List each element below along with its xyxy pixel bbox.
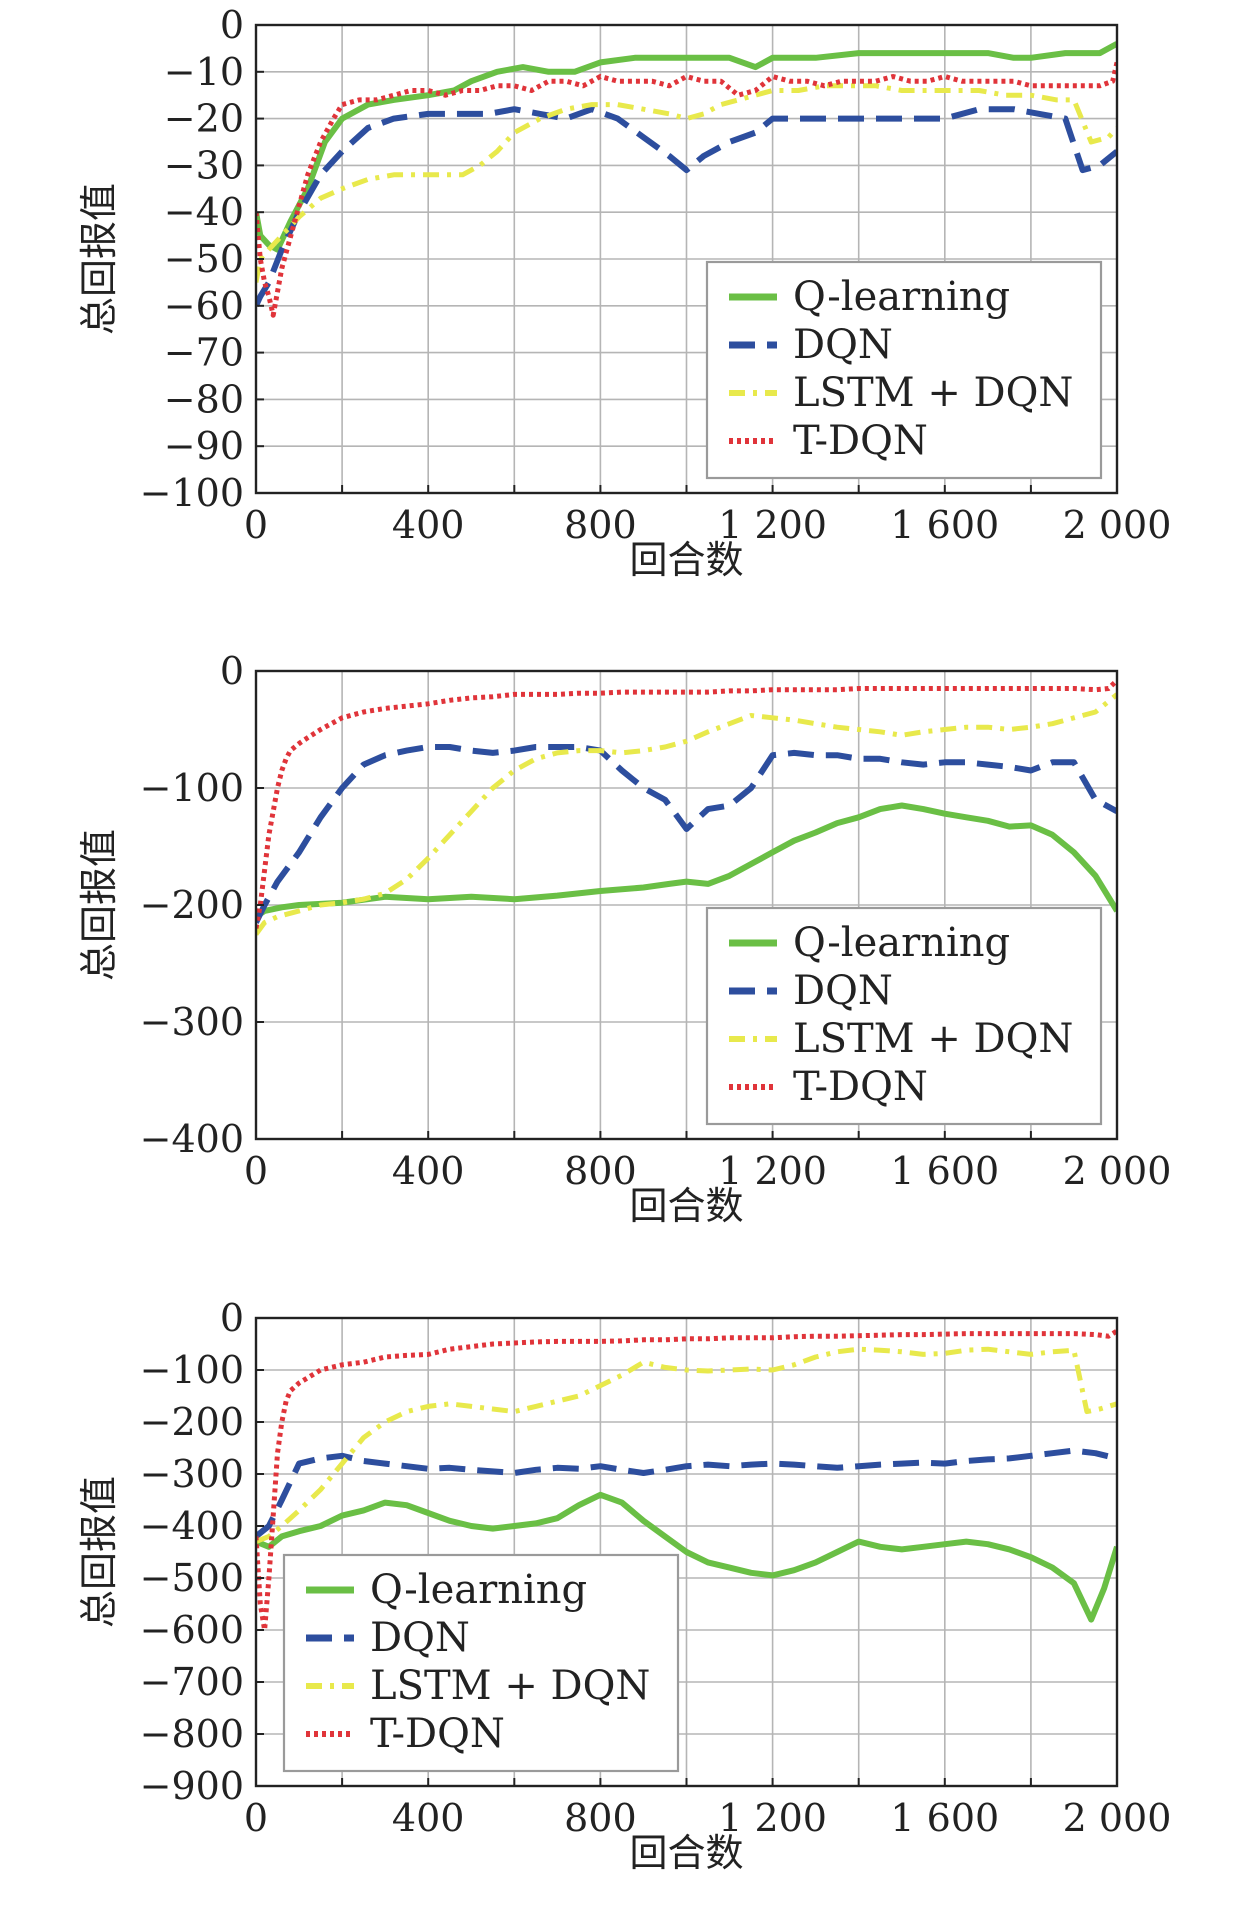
legend-label: DQN xyxy=(793,968,893,1014)
y-tick-label: −300 xyxy=(140,1000,244,1044)
y-tick-label: −600 xyxy=(140,1608,244,1652)
x-tick-label: 1 600 xyxy=(890,1796,999,1840)
series-line-t-dqn xyxy=(256,1328,1117,1633)
x-tick-label: 2 000 xyxy=(1063,1796,1172,1840)
y-tick-label: −200 xyxy=(140,1400,244,1444)
chart-middle: 0 400 800 1 200 1 600 2 000 0 −100 −200 −300 −400 回… xyxy=(77,649,1171,1228)
x-tick-label: 1 200 xyxy=(718,503,827,547)
legend-label: T-DQN xyxy=(793,1064,928,1110)
y-tick-label: 0 xyxy=(220,649,244,693)
chart-bottom: 0 400 800 1 200 1 600 2 000 0 −100 −200 −300 −400 −… xyxy=(77,1296,1171,1875)
series-line-lstm-dqn xyxy=(256,1346,1117,1544)
series-line-q-learning xyxy=(256,41,1117,253)
axis-ticks-middle: 0 400 800 1 200 1 600 2 000 0 −100 −200 −300 −400 xyxy=(140,649,1172,1193)
x-axis-label: 回合数 xyxy=(629,1831,743,1875)
y-tick-label: −20 xyxy=(164,97,244,141)
series-line-t-dqn xyxy=(256,678,1117,929)
x-tick-label: 2 000 xyxy=(1063,1149,1172,1193)
x-tick-label: 400 xyxy=(392,1149,465,1193)
legend-label: Q-learning xyxy=(370,1567,587,1613)
x-tick-label: 1 600 xyxy=(890,503,999,547)
y-tick-label: −70 xyxy=(164,331,244,375)
y-tick-label: −40 xyxy=(164,190,244,234)
y-tick-label: −400 xyxy=(140,1504,244,1548)
y-tick-label: −800 xyxy=(140,1712,244,1756)
x-tick-label: 800 xyxy=(564,1149,637,1193)
x-tick-label: 0 xyxy=(244,503,268,547)
legend-label: Q-learning xyxy=(793,274,1010,320)
series-line-t-dqn xyxy=(256,61,1117,318)
series-line-dqn xyxy=(256,106,1117,308)
grid-bottom xyxy=(256,1318,1117,1786)
y-tick-label: −90 xyxy=(164,424,244,468)
y-tick-label: 0 xyxy=(220,1296,244,1340)
y-tick-label: −500 xyxy=(140,1556,244,1600)
y-tick-label: −80 xyxy=(164,377,244,421)
y-tick-label: −60 xyxy=(164,284,244,328)
x-tick-label: 800 xyxy=(564,1796,637,1840)
y-tick-label: −10 xyxy=(164,50,244,94)
y-tick-label: −50 xyxy=(164,237,244,281)
series-line-q-learning xyxy=(256,802,1117,920)
y-tick-label: −100 xyxy=(140,471,244,515)
y-tick-label: −200 xyxy=(140,883,244,927)
x-axis-label: 回合数 xyxy=(629,1184,743,1228)
y-axis-label: 总回报值 xyxy=(77,829,121,981)
y-tick-label: −300 xyxy=(140,1452,244,1496)
y-tick-label: −700 xyxy=(140,1660,244,1704)
y-tick-label: −400 xyxy=(140,1117,244,1161)
y-tick-label: −100 xyxy=(140,1348,244,1392)
x-tick-label: 1 600 xyxy=(890,1149,999,1193)
series-line-dqn xyxy=(256,1447,1117,1539)
legend-label: LSTM + DQN xyxy=(793,370,1073,416)
x-axis-label: 回合数 xyxy=(629,538,743,582)
x-tick-label: 800 xyxy=(564,503,637,547)
axis-ticks-bottom: 0 400 800 1 200 1 600 2 000 0 −100 −200 −300 −400 −… xyxy=(140,1296,1172,1840)
x-tick-label: 2 000 xyxy=(1063,503,1172,547)
series-group-middle xyxy=(256,678,1117,936)
legend-label: Q-learning xyxy=(793,920,1010,966)
y-tick-label: 0 xyxy=(220,3,244,47)
series-group-bottom xyxy=(256,1328,1117,1633)
legend-label: T-DQN xyxy=(370,1711,505,1757)
series-line-lstm-dqn xyxy=(256,83,1117,283)
x-tick-label: 400 xyxy=(392,1796,465,1840)
series-line-lstm-dqn xyxy=(256,692,1117,936)
legend-label: LSTM + DQN xyxy=(370,1663,650,1709)
x-tick-label: 0 xyxy=(244,1796,268,1840)
x-tick-label: 1 200 xyxy=(718,1796,827,1840)
series-line-dqn xyxy=(256,744,1117,924)
legend-label: DQN xyxy=(793,322,893,368)
y-tick-label: −900 xyxy=(140,1764,244,1808)
y-tick-label: −30 xyxy=(164,143,244,187)
y-axis-label: 总回报值 xyxy=(77,183,121,335)
legend-label: T-DQN xyxy=(793,418,928,464)
legend-label: DQN xyxy=(370,1615,470,1661)
series-line-q-learning xyxy=(256,1491,1117,1623)
y-axis-label: 总回报值 xyxy=(77,1476,121,1628)
axis-ticks-top: 0 400 800 1 200 1 600 2 0000−10−20−30−40−50−6… xyxy=(140,3,1172,547)
y-tick-label: −100 xyxy=(140,766,244,810)
chart-top: 0 400 800 1 200 1 600 2 0000−10−20−30−40−50−6… xyxy=(77,3,1171,582)
series-group-top xyxy=(256,41,1117,318)
x-tick-label: 0 xyxy=(244,1149,268,1193)
x-tick-label: 1 200 xyxy=(718,1149,827,1193)
legend-label: LSTM + DQN xyxy=(793,1016,1073,1062)
x-tick-label: 400 xyxy=(392,503,465,547)
